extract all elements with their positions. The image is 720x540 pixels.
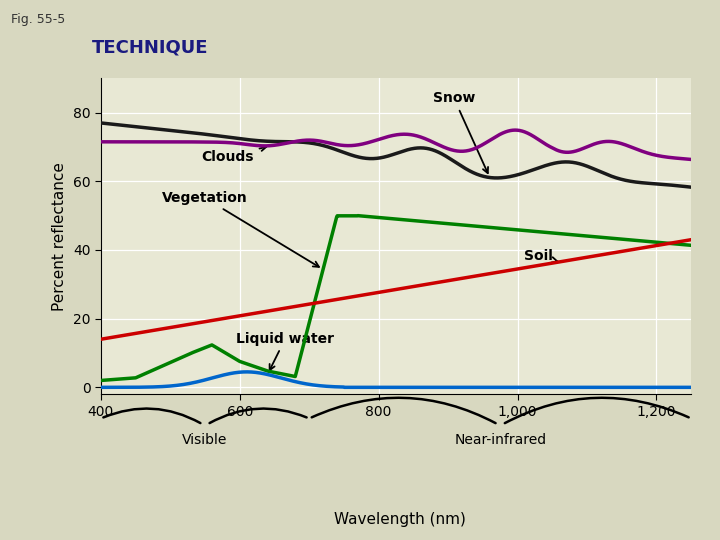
- Text: Near-infrared: Near-infrared: [454, 433, 546, 447]
- Text: TECHNIQUE: TECHNIQUE: [91, 38, 208, 56]
- Text: Clouds: Clouds: [202, 145, 266, 164]
- Text: Soil: Soil: [524, 249, 559, 264]
- Text: Liquid water: Liquid water: [236, 332, 334, 370]
- Text: Vegetation: Vegetation: [162, 191, 319, 267]
- Text: Snow: Snow: [433, 91, 488, 173]
- Text: Fig. 55-5: Fig. 55-5: [11, 14, 65, 26]
- Text: Wavelength (nm): Wavelength (nm): [333, 512, 466, 527]
- Y-axis label: Percent reflectance: Percent reflectance: [53, 162, 67, 310]
- Text: Visible: Visible: [182, 433, 228, 447]
